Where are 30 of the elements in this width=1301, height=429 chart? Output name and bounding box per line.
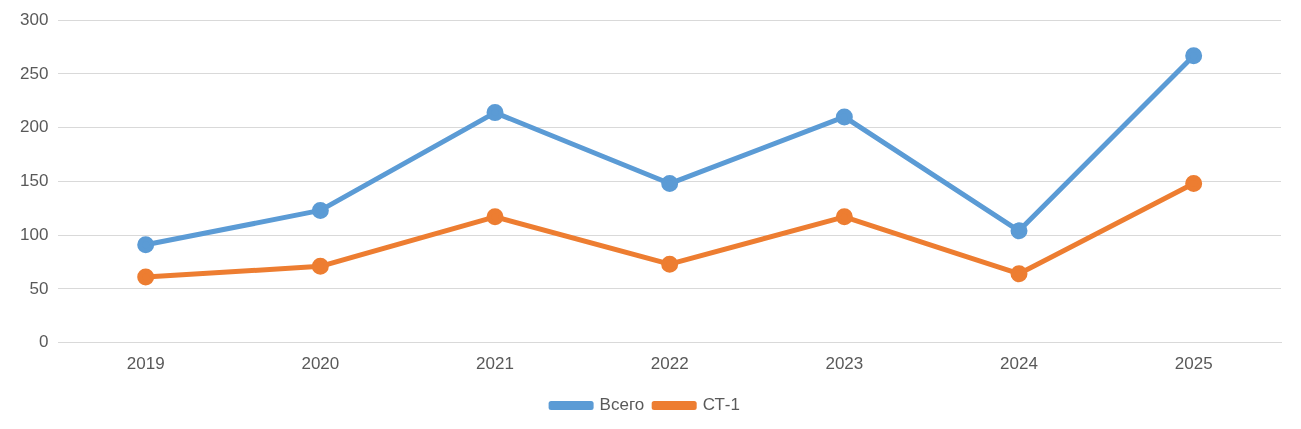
y-tick-label: 250 xyxy=(19,63,49,83)
x-tick-label: 2021 xyxy=(476,354,514,374)
point xyxy=(661,255,679,273)
x-tick-label: 2025 xyxy=(1174,354,1213,374)
x-tick-label: 2019 xyxy=(126,354,165,374)
y-tick-label: 100 xyxy=(19,224,49,244)
y-tick-label: 200 xyxy=(19,117,49,137)
point xyxy=(835,208,853,226)
point xyxy=(835,108,853,126)
point xyxy=(1010,222,1028,240)
x-tick-label: 2020 xyxy=(301,354,340,374)
point xyxy=(1185,175,1203,193)
point xyxy=(137,236,155,254)
y-tick-label: 50 xyxy=(29,278,49,298)
x-tick-label: 2023 xyxy=(825,354,864,374)
point xyxy=(1010,265,1028,283)
point xyxy=(486,208,504,226)
x-tick-label: 2024 xyxy=(1000,354,1038,374)
point xyxy=(486,104,504,122)
legend-label: СТ-1 xyxy=(702,395,740,415)
point xyxy=(1185,47,1203,65)
legend-label: Всего xyxy=(599,395,645,415)
point xyxy=(661,175,679,193)
point xyxy=(137,268,155,286)
y-tick-label: 150 xyxy=(19,171,49,191)
y-tick-label: 0 xyxy=(38,332,49,352)
y-tick-label: 300 xyxy=(19,9,49,29)
point xyxy=(311,257,329,275)
x-tick-label: 2022 xyxy=(650,354,689,374)
point xyxy=(311,201,329,219)
